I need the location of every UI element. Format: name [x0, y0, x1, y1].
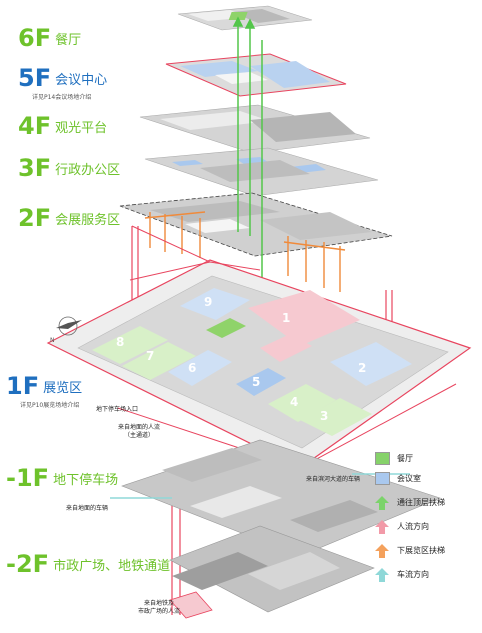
caption-road-vehicles: 来自滨河大道的车辆 — [306, 476, 361, 483]
hall-2 — [330, 342, 412, 386]
orange-escalators — [144, 211, 346, 292]
legend-label-restaurant: 餐厅 — [397, 454, 413, 463]
floor-b1-plan — [110, 439, 441, 557]
people-flow-connector — [131, 225, 211, 263]
center-green — [206, 318, 246, 338]
center-pink — [260, 334, 312, 362]
legend-swatch-meeting-room — [375, 472, 390, 485]
legend-swatch-restaurant — [375, 452, 390, 465]
floor-number-6f: 6F — [18, 24, 52, 52]
floor-number-b1: -1F — [6, 464, 50, 492]
floor-b2-plan — [169, 525, 375, 619]
floor-number-5f: 5F — [18, 64, 52, 92]
floor-label-4f: 4F 观光平台 — [18, 112, 107, 140]
floor-name-b2: 市政广场、地铁通道 — [53, 558, 171, 574]
floor-4f-slab — [139, 104, 371, 154]
cyan-arrow-icon — [375, 568, 389, 582]
floor-label-5f: 5F 会议中心 详见P14会议场地介绍 — [18, 64, 107, 101]
hall-3 — [300, 398, 372, 436]
restaurant-block — [228, 12, 248, 20]
caption-ground-vehicles: 来自地面的车辆 — [66, 505, 109, 512]
caption-parking-entrance: 地下停车场入口 — [96, 406, 139, 413]
floor-name-6f: 餐厅 — [55, 32, 82, 48]
hall-label-7: 7 — [146, 349, 154, 363]
floor-name-3f: 行政办公区 — [55, 162, 121, 178]
floor-label-3f: 3F 行政办公区 — [18, 154, 120, 182]
hall-8 — [92, 326, 168, 364]
floor-label-b1: -1F 地下停车场 — [6, 464, 118, 492]
hall-label-5: 5 — [252, 375, 260, 389]
floor-1f-plan: 1 2 3 4 5 6 7 8 9 — [46, 259, 472, 469]
legend-label-meeting-room: 会议室 — [397, 474, 421, 483]
hall-label-2: 2 — [358, 361, 366, 375]
floor-label-2f: 2F 会展服务区 — [18, 204, 120, 232]
hall-label-9: 9 — [204, 295, 212, 309]
caption-ground-people: 来自地面的人流 （主通道） — [118, 424, 161, 439]
pink-arrow-icon — [375, 520, 389, 534]
floor-note-1f: 详见P10展览场地介绍 — [20, 402, 80, 409]
hall-4 — [268, 384, 336, 422]
hall-label-6: 6 — [188, 361, 196, 375]
floor-6f-slab — [177, 5, 313, 31]
floor-label-1f: 1F 展览区 详见P10展览场地介绍 — [6, 372, 82, 409]
compass-icon: N — [50, 316, 82, 344]
floor-2f-slab — [119, 192, 393, 257]
hall-9 — [180, 288, 250, 320]
floor-name-b1: 地下停车场 — [53, 472, 119, 488]
floor-label-6f: 6F 餐厅 — [18, 24, 81, 52]
legend-label-vehicle-flow: 车流方向 — [397, 570, 429, 579]
floor-name-5f: 会议中心 — [55, 72, 108, 88]
floor-number-3f: 3F — [18, 154, 52, 182]
hall-6 — [168, 350, 232, 386]
hall-label-8: 8 — [116, 335, 124, 349]
floor-number-1f: 1F — [6, 372, 40, 400]
floor-name-1f: 展览区 — [43, 380, 83, 396]
green-arrow-icon — [375, 496, 389, 510]
floor-5f-slab — [165, 53, 347, 97]
vertical-green-escalators — [232, 16, 263, 300]
floor-number-2f: 2F — [18, 204, 52, 232]
hall-7 — [122, 342, 196, 380]
floor-number-b2: -2F — [6, 550, 50, 578]
hall-5 — [236, 368, 286, 396]
svg-text:N: N — [50, 337, 55, 344]
floor-note-5f: 详见P14会议场地介绍 — [32, 94, 92, 101]
floor-label-b2: -2F 市政广场、地铁通道 — [6, 550, 170, 578]
floor-name-4f: 观光平台 — [55, 120, 108, 136]
legend-label-down-escalator: 下展览区扶梯 — [397, 546, 445, 555]
hall-1 — [248, 290, 360, 346]
floor-name-2f: 会展服务区 — [55, 212, 121, 228]
hall-label-4: 4 — [290, 395, 298, 409]
caption-metro-people: 来自地铁及 市政广场的人流 — [138, 600, 181, 615]
floor-number-4f: 4F — [18, 112, 52, 140]
hall-label-3: 3 — [320, 409, 328, 423]
legend-label-people-flow: 人流方向 — [397, 522, 429, 531]
hall-label-1: 1 — [282, 311, 290, 325]
legend-label-top-escalator: 通往顶层扶梯 — [397, 498, 445, 507]
orange-arrow-icon — [375, 544, 389, 558]
